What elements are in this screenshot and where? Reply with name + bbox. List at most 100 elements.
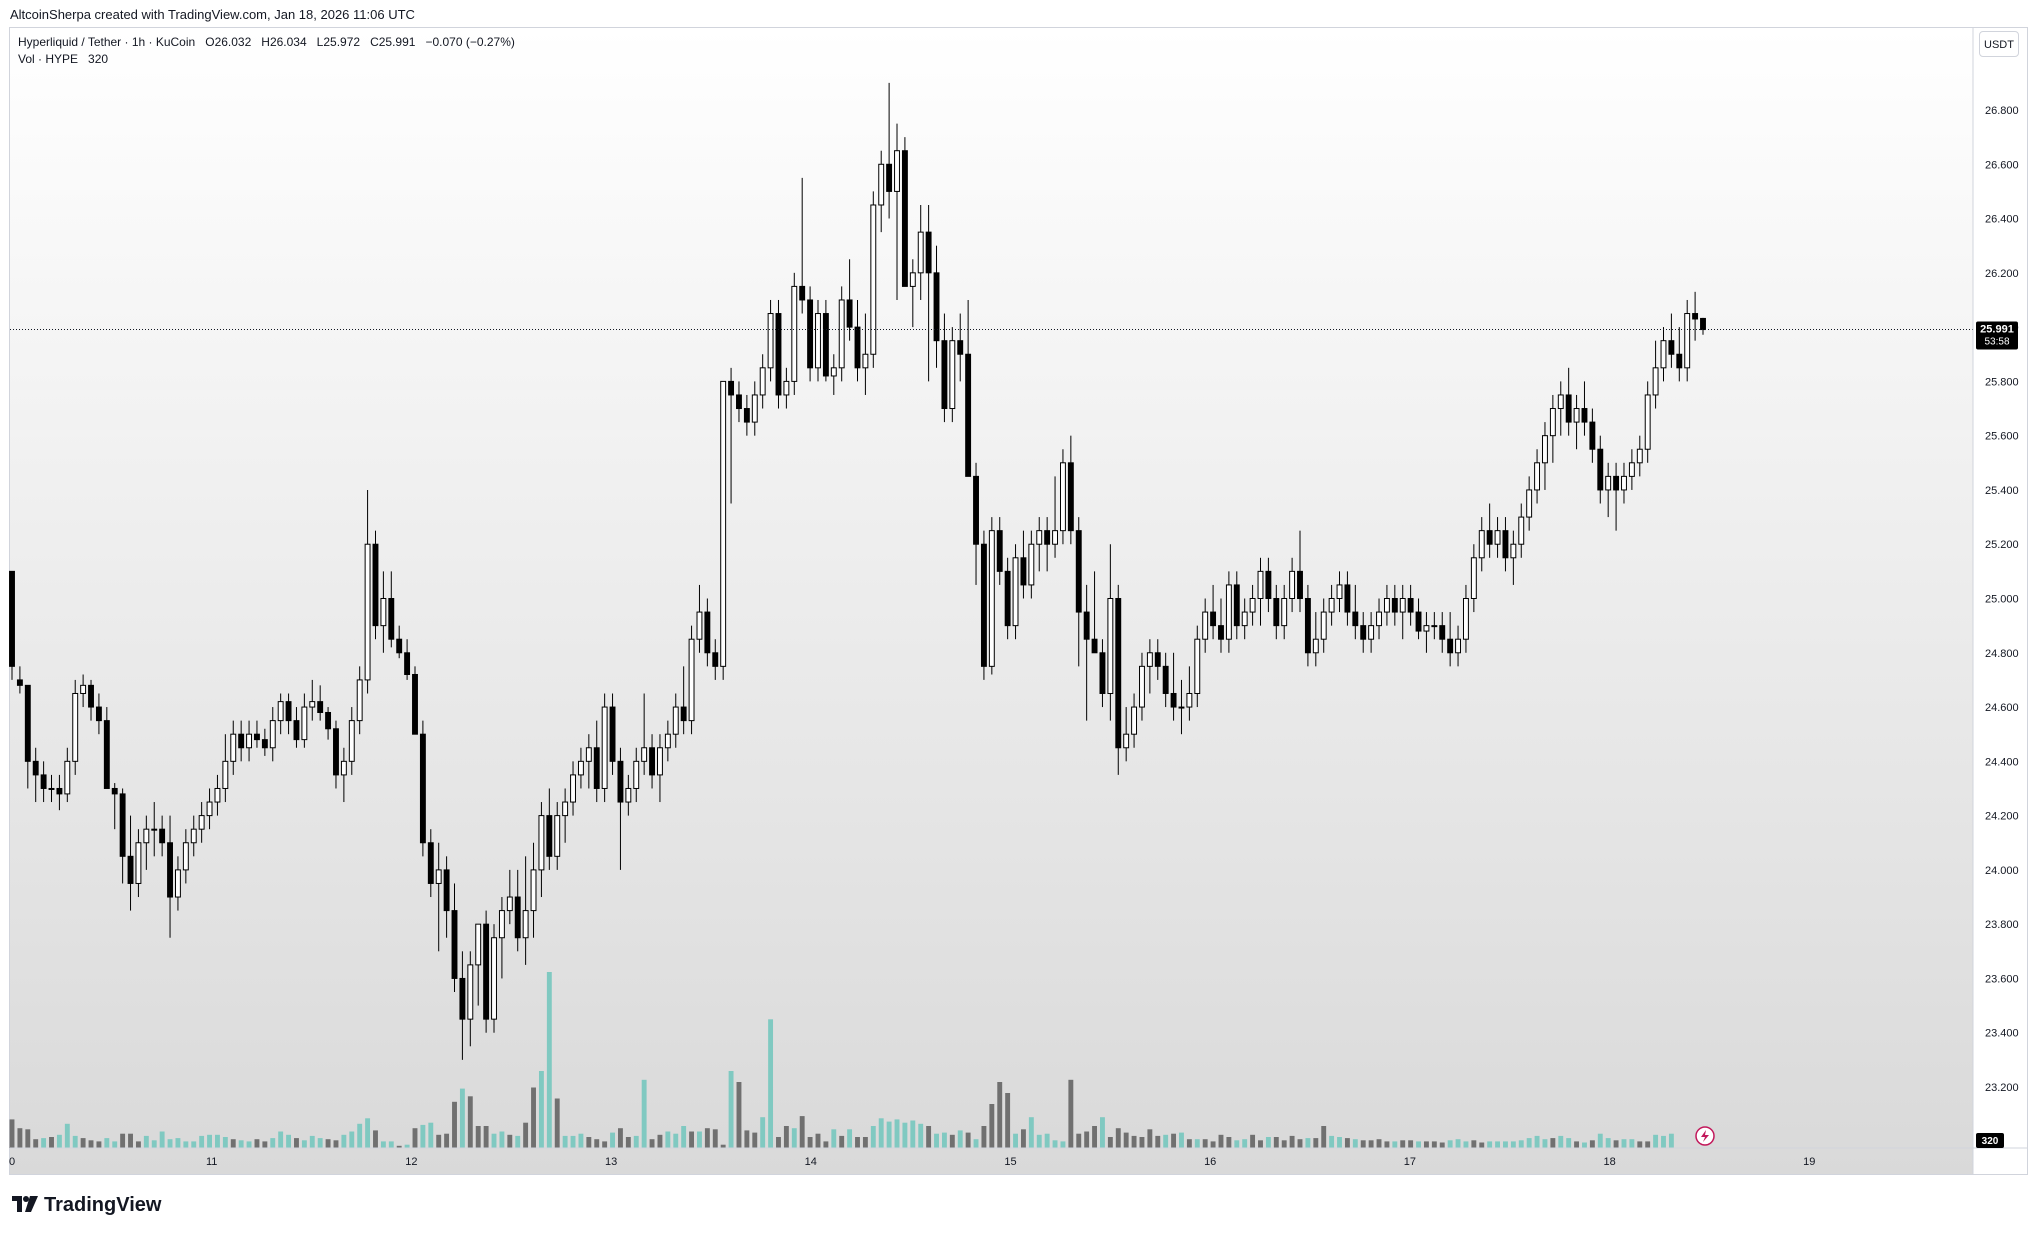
volume-bar bbox=[1100, 1117, 1105, 1148]
candle-body-up bbox=[1320, 611, 1327, 640]
candle-body-down bbox=[514, 896, 521, 939]
price-tick-label: 23.400 bbox=[1985, 1028, 2019, 1040]
volume-bar bbox=[49, 1137, 54, 1148]
candle-body-down bbox=[1067, 462, 1074, 532]
volume-bar bbox=[1313, 1138, 1319, 1148]
lightning-icon[interactable] bbox=[1695, 1126, 1715, 1146]
volume-bar bbox=[373, 1130, 378, 1148]
volume-bar bbox=[1013, 1133, 1018, 1148]
candle-body-up bbox=[1139, 665, 1145, 708]
volume-bar bbox=[1131, 1135, 1137, 1148]
volume-bar bbox=[1234, 1140, 1240, 1148]
volume-bar bbox=[159, 1131, 165, 1148]
candle bbox=[1210, 584, 1217, 640]
volume-bar bbox=[1179, 1132, 1184, 1148]
candle bbox=[1059, 449, 1066, 545]
candle bbox=[198, 802, 205, 843]
volume-bar bbox=[973, 1139, 979, 1148]
candle-body-down bbox=[159, 828, 166, 844]
candle bbox=[506, 869, 513, 925]
candle bbox=[1407, 584, 1414, 626]
candle-body-up bbox=[1225, 584, 1232, 640]
volume-bar bbox=[965, 1132, 971, 1148]
candle-body-up bbox=[1573, 408, 1580, 423]
volume-bar bbox=[1265, 1137, 1271, 1148]
candle bbox=[1202, 598, 1209, 653]
candle bbox=[491, 924, 497, 1033]
candle bbox=[807, 286, 814, 382]
candle-body-down bbox=[127, 855, 134, 884]
volume-bar bbox=[839, 1135, 845, 1148]
candle-body-down bbox=[1668, 340, 1675, 355]
volume-bar bbox=[752, 1132, 758, 1148]
volume-bar bbox=[1526, 1138, 1532, 1148]
volume-bar bbox=[1471, 1140, 1477, 1148]
candle-body-down bbox=[1304, 598, 1311, 654]
candle-body-up bbox=[498, 910, 505, 939]
candle bbox=[1534, 449, 1541, 504]
candle bbox=[372, 530, 379, 640]
volume-bar bbox=[388, 1141, 394, 1148]
candle-body-down bbox=[1075, 530, 1082, 613]
tradingview-logo[interactable]: TradingView bbox=[12, 1192, 161, 1218]
volume-bar bbox=[1589, 1140, 1595, 1148]
volume-bar bbox=[1439, 1142, 1445, 1148]
candle bbox=[672, 693, 679, 748]
candle-body-up bbox=[222, 760, 229, 789]
volume-bar bbox=[1115, 1128, 1121, 1148]
volume-bar bbox=[894, 1119, 900, 1148]
volume-bar bbox=[404, 1144, 410, 1148]
volume-bar bbox=[380, 1141, 386, 1148]
candle-body-down bbox=[1407, 598, 1414, 613]
candle-body-up bbox=[862, 353, 869, 369]
candle-body-up bbox=[1059, 462, 1066, 532]
price-tick-label: 26.400 bbox=[1985, 214, 2019, 226]
volume-bar bbox=[128, 1133, 133, 1148]
candle bbox=[862, 313, 869, 395]
candle bbox=[1099, 639, 1106, 708]
candle bbox=[1399, 584, 1406, 640]
candle bbox=[1613, 462, 1620, 531]
volume-bar bbox=[135, 1141, 141, 1148]
volume-bar bbox=[1186, 1139, 1192, 1148]
candle bbox=[24, 684, 31, 789]
volume-bar bbox=[1068, 1079, 1074, 1148]
price-axis[interactable]: 23.200 23.400 23.600 23.800 24.000 24.200 24.4… bbox=[1985, 105, 2019, 1094]
candle-body-up bbox=[1107, 598, 1114, 694]
volume-bar bbox=[278, 1131, 284, 1148]
candle-body-up bbox=[1644, 394, 1651, 450]
volume-bar bbox=[1044, 1133, 1050, 1148]
volume-bar bbox=[878, 1118, 884, 1148]
candle bbox=[340, 747, 347, 803]
candle-body-up bbox=[230, 733, 237, 762]
candle bbox=[1312, 612, 1319, 667]
volume-bar bbox=[744, 1130, 750, 1148]
volume-bar bbox=[88, 1140, 94, 1148]
candle-body-down bbox=[1091, 638, 1098, 654]
candle bbox=[1447, 612, 1454, 667]
legend-high: 26.034 bbox=[269, 35, 307, 49]
legend-ohlc-row: Hyperliquid / Tether · 1h · KuCoin O26.0… bbox=[18, 34, 515, 51]
currency-unit-button[interactable]: USDT bbox=[1979, 31, 2019, 57]
volume-bar bbox=[855, 1137, 860, 1148]
candle bbox=[80, 674, 87, 708]
candle bbox=[1652, 340, 1659, 409]
legend-symbol[interactable]: Hyperliquid / Tether · 1h · KuCoin bbox=[18, 35, 196, 49]
volume-bar bbox=[167, 1139, 173, 1148]
candle bbox=[1628, 449, 1635, 490]
volume-bar bbox=[1542, 1139, 1548, 1148]
candle-body-up bbox=[1534, 462, 1541, 491]
candle-body-up bbox=[696, 611, 703, 640]
candle-body-up bbox=[688, 638, 695, 722]
time-axis[interactable]: 0 11 12 13 14 15 16 17 18 19 bbox=[9, 1156, 1815, 1168]
candle-body-down bbox=[996, 530, 1003, 572]
candle bbox=[704, 598, 711, 667]
candle-body-up bbox=[1257, 570, 1264, 599]
candle bbox=[1526, 476, 1533, 531]
price-tick-label: 25.600 bbox=[1985, 431, 2019, 443]
candle-body-down bbox=[1565, 394, 1572, 423]
candle bbox=[1028, 530, 1035, 599]
volume-bar bbox=[807, 1137, 813, 1148]
legend-vol-label[interactable]: Vol · HYPE bbox=[18, 52, 79, 66]
